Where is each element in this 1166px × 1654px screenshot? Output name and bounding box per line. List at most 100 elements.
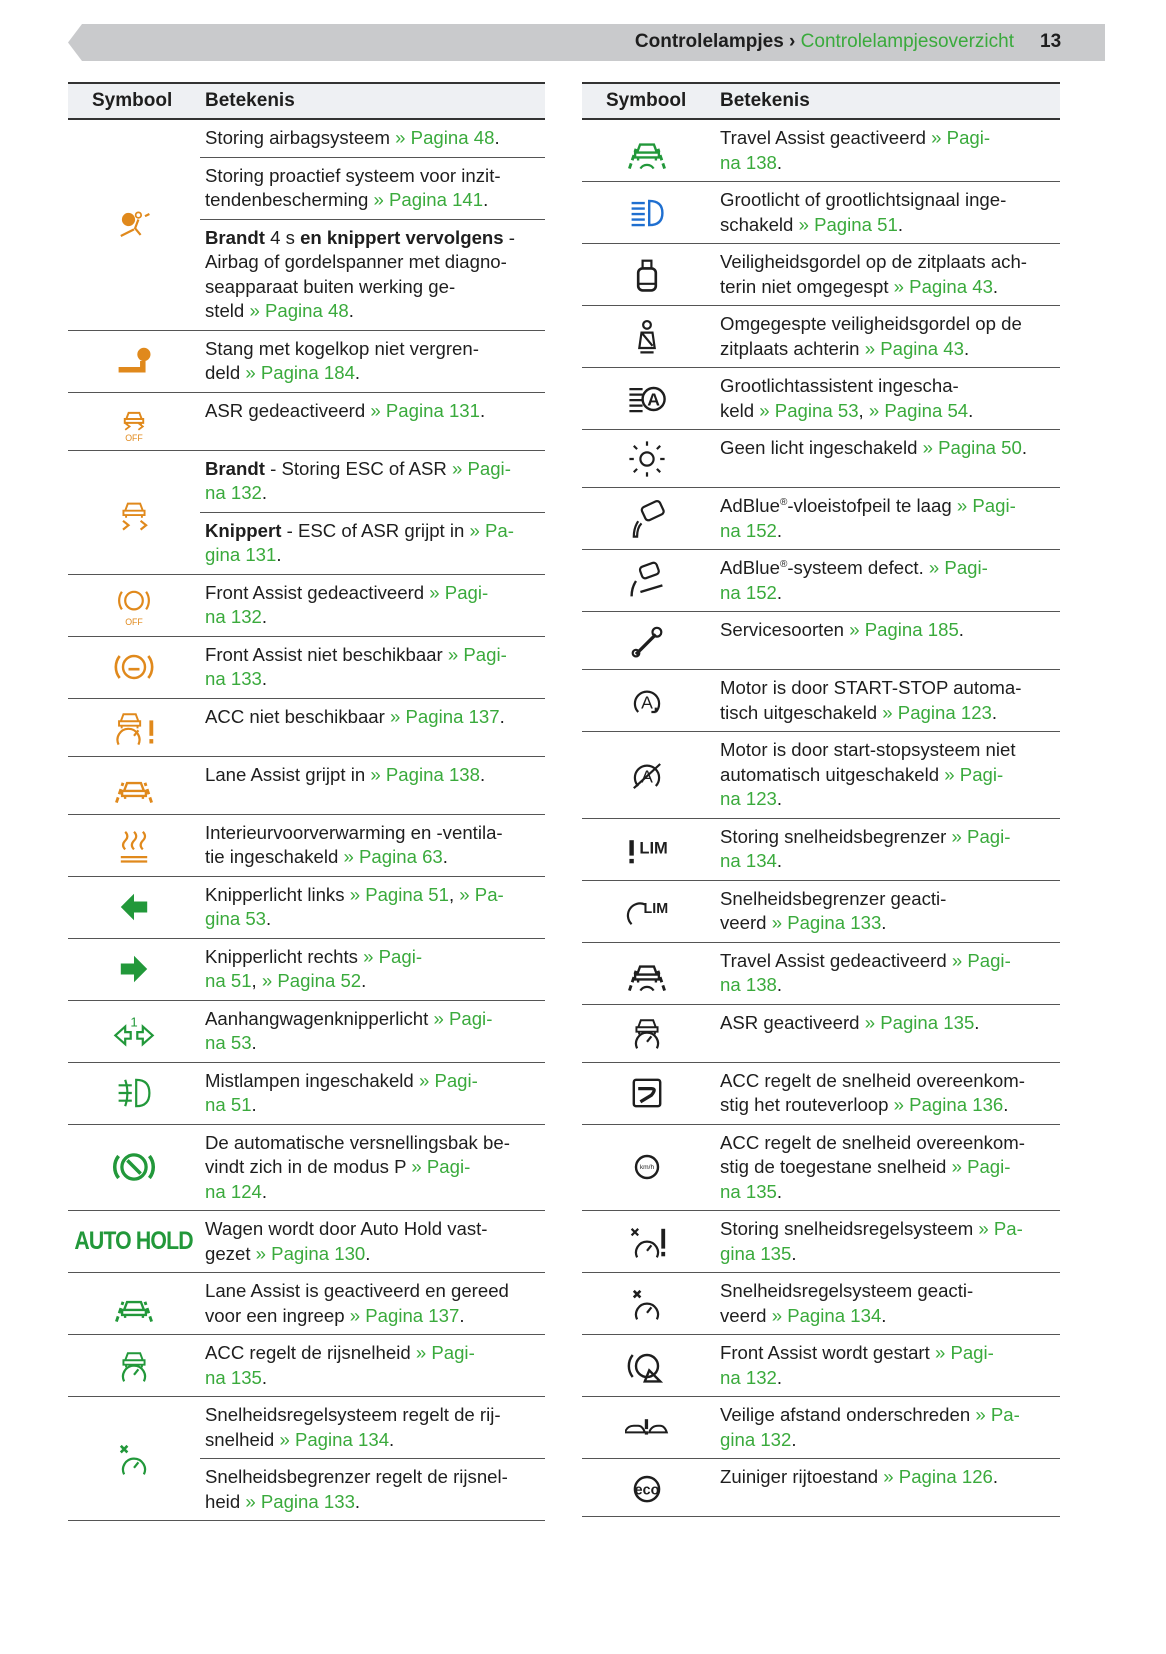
page-reference-link[interactable]: » Pagina 43 <box>864 337 964 359</box>
symbol-cell <box>582 430 712 487</box>
page-reference-link[interactable]: » Pagi- na 134 <box>720 825 1011 872</box>
icon-label: OFF <box>125 433 143 443</box>
icon-label: LIM <box>643 901 668 917</box>
page-reference-link[interactable]: » Pagi- na 51 <box>205 945 423 992</box>
meaning-cell: Grootlicht of grootlichtsignaal inge- sc… <box>712 182 1060 243</box>
page-reference-link[interactable]: » Pa- gina 132 <box>720 1404 1020 1450</box>
acc-active-icon <box>121 1351 147 1382</box>
page-reference-link[interactable]: » Pagina 184 <box>245 362 355 383</box>
page-reference-link[interactable]: » Pagi- na 132 <box>205 581 489 628</box>
page-reference-link[interactable]: » Pagina 52 <box>261 970 362 991</box>
description-text: . <box>776 974 783 995</box>
table-row: Storing proactief systeem voor inzit- te… <box>200 156 545 219</box>
page-reference-link[interactable]: » Pagina 123 <box>882 701 992 723</box>
warning-light-group: Snelheidsregelsysteem geacti- veerd » Pa… <box>582 1273 1060 1335</box>
page-reference-link[interactable]: » Pa- gina 53 <box>205 883 504 930</box>
table-row: Knipperlicht rechts » Pagi- na 51, » Pag… <box>200 939 545 1000</box>
description-text: . <box>776 788 783 809</box>
page-reference-link[interactable]: » Pagina 138 <box>370 763 480 785</box>
page-reference-link[interactable]: » Pagina 50 <box>922 437 1022 458</box>
warning-light-group: Lane Assist grijpt in » Pagina 138. <box>68 757 545 815</box>
table-row: Knipperlicht links » Pagina 51, » Pa- gi… <box>200 877 545 938</box>
description-text: . <box>354 1490 361 1512</box>
warning-light-group: Lane Assist is geactiveerd en gereed voo… <box>68 1273 545 1335</box>
description-text: , <box>251 970 262 991</box>
page-reference-link[interactable]: » Pagi- na 133 <box>205 643 507 690</box>
asr-off-icon: OFF <box>123 411 145 443</box>
description-text: Knipperlicht rechts <box>205 945 364 967</box>
page-reference-link[interactable]: » Pagina 141 <box>373 189 484 210</box>
description-text: . <box>1021 437 1028 458</box>
page-reference-link[interactable]: » Pagina 134 <box>771 1304 882 1326</box>
description-text: . <box>897 213 903 235</box>
page-reference-link[interactable]: » Pagi- na 123 <box>720 763 1004 810</box>
page-reference-link[interactable]: » Pagina 137 <box>390 705 500 727</box>
page-reference-link[interactable]: » Pagina 51 <box>349 883 449 905</box>
description-text: Storing snelheidsregelsysteem <box>720 1218 979 1239</box>
icon-label: A <box>641 692 653 712</box>
page-reference-link[interactable]: » Pagina 137 <box>349 1304 460 1326</box>
page-reference-link[interactable]: » Pagi- na 152 <box>720 557 988 603</box>
page-reference-link[interactable]: » Pagina 54 <box>868 399 969 421</box>
warning-light-group: AdBlue®-vloeistofpeil te laag » Pagi- na… <box>582 488 1060 550</box>
page-reference-link[interactable]: » Pagi- na 132 <box>720 1342 994 1388</box>
description-text: Travel Assist gedeactiveerd <box>720 949 952 971</box>
page-reference-link[interactable]: » Pagina 63 <box>343 846 443 867</box>
page-reference-link[interactable]: » Pagi- na 53 <box>205 1007 493 1054</box>
page-reference-link[interactable]: » Pagina 53 <box>759 399 859 421</box>
description-text: . <box>261 606 268 627</box>
meaning-cell: Travel Assist geactiveerd » Pagi- na 138… <box>712 120 1060 181</box>
symbol-cell: A <box>582 732 712 818</box>
page-reference-link[interactable]: » Pagina 131 <box>370 399 480 421</box>
page-reference-link[interactable]: » Pagi- na 135 <box>205 1342 475 1388</box>
page-reference-link[interactable]: » Pagina 134 <box>279 1428 390 1450</box>
description-text: ASR geactiveerd <box>720 1011 865 1033</box>
page-reference-link[interactable]: » Pagina 126 <box>883 1466 993 1487</box>
page-reference-link[interactable]: » Pagina 185 <box>849 619 959 640</box>
description-text: Geen licht ingeschakeld <box>720 437 923 458</box>
page-reference-link[interactable]: » Pagi- na 138 <box>720 949 1011 996</box>
page-reference-link[interactable]: » Pagina 48 <box>395 127 495 148</box>
page-reference-link[interactable]: » Pagina 48 <box>249 300 349 321</box>
page-reference-link[interactable]: » Pagina 43 <box>893 275 993 297</box>
description-text: . <box>499 705 505 727</box>
description-text: Knipperlicht links <box>205 883 350 905</box>
warning-light-group: Storing airbagsysteem » Pagina 48. Storin… <box>68 120 545 331</box>
description-text: Aanhangwagenknipperlicht <box>205 1007 434 1029</box>
page-reference-link[interactable]: » Pagi- na 132 <box>205 457 511 504</box>
page-reference-link[interactable]: » Pagina 135 <box>864 1011 975 1033</box>
page-reference-link[interactable]: » Pagi- na 152 <box>720 495 1016 541</box>
description-text: . <box>974 1011 980 1033</box>
eco-icon: eco <box>633 1475 661 1502</box>
breadcrumb-section[interactable]: Controlelampjes <box>634 31 784 52</box>
breadcrumb-current[interactable]: Controlelampjesoverzicht <box>800 31 1014 52</box>
page-reference-link[interactable]: » Pagi- na 135 <box>720 1156 1011 1202</box>
icon-label: A <box>647 389 660 409</box>
page-reference-link[interactable]: » Pagi- na 138 <box>720 127 991 173</box>
description-text: - Airbag of gordelspanner met diagno- se… <box>205 226 515 322</box>
page-reference-link[interactable]: » Pa- gina 131 <box>205 519 514 566</box>
page-number: 13 <box>1040 31 1062 52</box>
page-reference-link[interactable]: » Pagina 130 <box>255 1242 366 1264</box>
page-reference-link[interactable]: » Pagina 133 <box>771 912 882 933</box>
table-row: Servicesoorten » Pagina 185. <box>712 612 1060 669</box>
page-reference-link[interactable]: » Pa- gina 135 <box>720 1218 1023 1264</box>
bold-text: Brandt <box>205 226 265 248</box>
page-reference-link[interactable]: » Pagi- na 124 <box>205 1156 471 1202</box>
description-text: Omgegespte veiligheidsgordel op de zitpl… <box>720 313 1022 359</box>
description-text: ACC niet beschikbaar <box>205 705 390 727</box>
meaning-cell: ACC regelt de rijsnelheid » Pagi- na 135… <box>200 1335 545 1396</box>
page-reference-link[interactable]: » Pagi- na 51 <box>205 1069 478 1116</box>
description-text: Motor is door start-stopsysteem niet aut… <box>720 739 1016 785</box>
description-text: Lane Assist grijpt in <box>205 763 371 785</box>
left-table: Symbool Betekenis Storing airbagsysteem … <box>68 82 545 1521</box>
page-reference-link[interactable]: » Pagina 136 <box>893 1094 1004 1115</box>
description-text: Grootlichtassistent ingescha- keld <box>720 375 959 421</box>
meaning-cell: De automatische versnellingsbak be- vind… <box>200 1125 545 1211</box>
description-text: Travel Assist geactiveerd <box>720 127 932 148</box>
page-reference-link[interactable]: » Pagina 133 <box>245 1490 355 1512</box>
page-reference-link[interactable]: » Pagina 51 <box>798 213 898 235</box>
description-text: Storing snelheidsbegrenzer <box>720 825 952 847</box>
description-text: Veiligheidsgordel op de zitplaats ach- t… <box>720 251 1027 297</box>
symbol-cell <box>582 244 712 305</box>
